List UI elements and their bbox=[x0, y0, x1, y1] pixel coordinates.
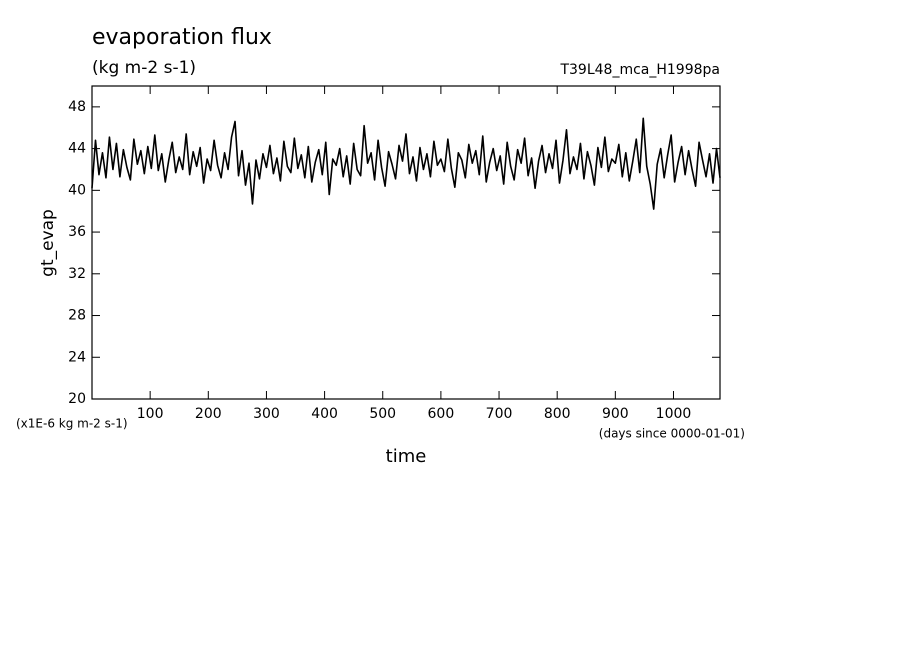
x-tick-label: 100 bbox=[137, 406, 164, 422]
y-tick-label: 44 bbox=[68, 141, 86, 157]
y-axis-label: gt_evap bbox=[38, 209, 58, 277]
x-tick-label: 700 bbox=[486, 406, 513, 422]
x-unit-note: (days since 0000-01-01) bbox=[599, 427, 745, 441]
y-tick-label: 40 bbox=[68, 182, 86, 198]
y-tick-label: 20 bbox=[68, 391, 86, 407]
x-tick-label: 900 bbox=[602, 406, 629, 422]
x-tick-label: 600 bbox=[428, 406, 455, 422]
y-tick-label: 48 bbox=[68, 99, 86, 115]
chart-subtitle: (kg m-2 s-1) bbox=[92, 58, 196, 78]
plot-frame bbox=[91, 85, 721, 400]
y-tick-label: 32 bbox=[68, 266, 86, 282]
x-tick-label: 400 bbox=[311, 406, 338, 422]
x-tick-label: 200 bbox=[195, 406, 222, 422]
x-axis-label: time bbox=[386, 446, 427, 467]
x-tick-label: 800 bbox=[544, 406, 571, 422]
data-line bbox=[91, 117, 721, 210]
run-label: T39L48_mca_H1998pa bbox=[559, 62, 720, 78]
chart-title: evaporation flux bbox=[92, 25, 272, 50]
x-tick-label: 500 bbox=[369, 406, 396, 422]
x-tick-label: 1000 bbox=[656, 406, 692, 422]
y-tick-label: 24 bbox=[68, 349, 86, 365]
x-tick-label: 300 bbox=[253, 406, 280, 422]
y-unit-note: (x1E-6 kg m-2 s-1) bbox=[16, 417, 128, 431]
y-tick-label: 36 bbox=[68, 224, 86, 240]
y-tick-label: 28 bbox=[68, 308, 86, 324]
